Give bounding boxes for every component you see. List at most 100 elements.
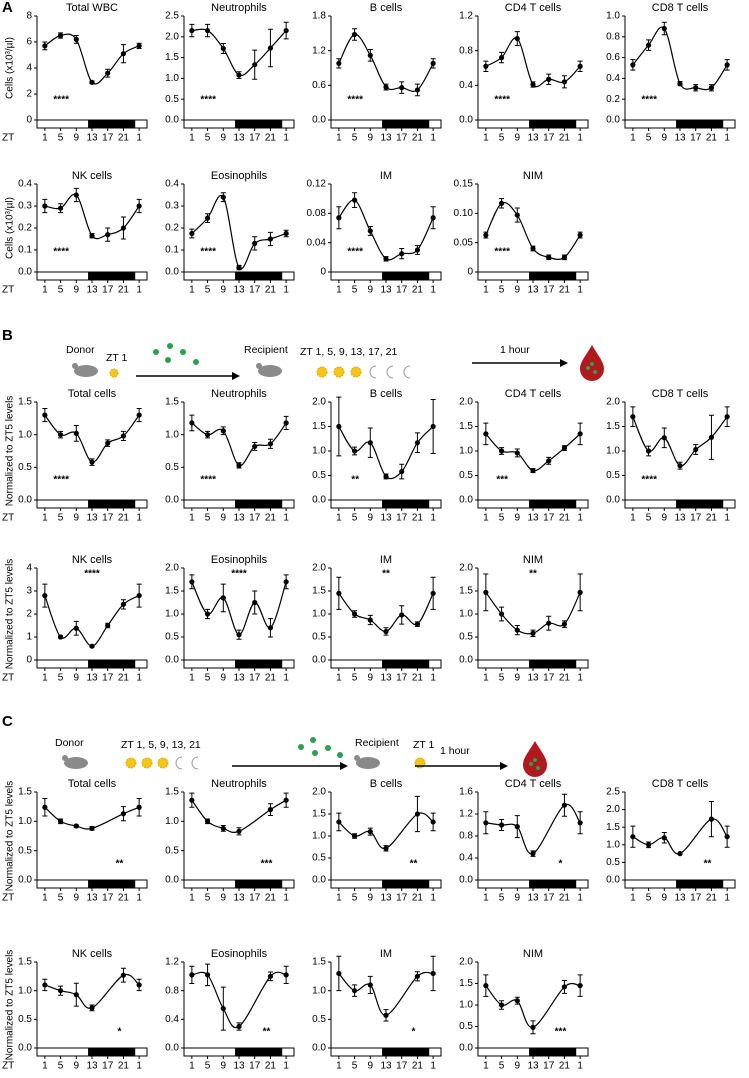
significance: ****: [53, 475, 69, 486]
data-point: [483, 820, 489, 826]
significance: ****: [641, 475, 657, 486]
x-tick-label: 21: [265, 1061, 277, 1072]
data-point: [414, 87, 421, 93]
x-tick-label: 13: [86, 513, 98, 524]
data-point: [189, 420, 195, 426]
y-tick-label: 0.5: [165, 632, 179, 643]
dark-bar: [235, 660, 283, 668]
data-point: [236, 1023, 242, 1030]
data-point: [336, 590, 342, 596]
data-point: [399, 612, 405, 618]
x-tick-label: 5: [646, 893, 652, 904]
data-point: [483, 589, 489, 595]
significance: **: [116, 859, 124, 870]
fit-curve: [44, 806, 140, 830]
x-tick-label: 17: [102, 513, 114, 524]
x-tick-label: 21: [559, 893, 571, 904]
x-tick-label: 9: [368, 285, 374, 296]
dark-bar: [676, 880, 724, 888]
data-point: [89, 79, 95, 85]
x-tick-label: 9: [515, 285, 521, 296]
data-point: [336, 970, 342, 977]
data-point: [430, 819, 436, 825]
x-tick-label: 17: [690, 893, 702, 904]
y-tick-label: 0.3: [165, 201, 179, 212]
data-point: [693, 85, 699, 91]
data-point: [530, 630, 536, 636]
data-point: [105, 232, 111, 238]
y-tick-label: 0.0: [165, 115, 179, 126]
x-axis-label: ZT: [2, 285, 14, 296]
data-point: [724, 414, 730, 420]
x-tick-label: 17: [396, 893, 408, 904]
x-tick-label: 5: [499, 133, 505, 144]
x-tick-label: 21: [412, 673, 424, 684]
y-tick-label: 1.5: [165, 586, 179, 597]
y-tick-label: 0.5: [165, 462, 179, 473]
x-tick-label: 1: [42, 1061, 48, 1072]
data-point: [724, 62, 730, 68]
data-point: [677, 463, 683, 469]
x-tick-label: 1: [136, 673, 142, 684]
x-tick-label: 9: [515, 673, 521, 684]
dark-bar: [88, 272, 136, 280]
y-tick-label: 2.0: [165, 563, 179, 574]
x-tick-label: 9: [662, 893, 668, 904]
x-tick-label: 21: [265, 893, 277, 904]
x-tick-label: 17: [543, 673, 555, 684]
x-tick-label: 17: [396, 1061, 408, 1072]
y-tick-label: 1.5: [312, 957, 326, 968]
data-point: [577, 589, 583, 595]
data-point: [677, 851, 683, 857]
y-tick-label: 1.0: [312, 609, 326, 620]
y-tick-label: 0.0: [312, 495, 326, 506]
y-tick-label: 1.5: [18, 957, 32, 968]
y-tick-label: 2: [26, 609, 32, 620]
x-tick-label: 1: [189, 513, 195, 524]
x-tick-label: 5: [205, 285, 211, 296]
x-tick-label: 1: [283, 893, 289, 904]
data-point: [189, 797, 195, 803]
x-tick-label: 5: [58, 285, 64, 296]
data-point: [283, 972, 289, 978]
data-point: [136, 593, 142, 599]
data-point: [57, 432, 64, 438]
x-tick-label: 17: [543, 285, 555, 296]
data-point: [89, 459, 95, 465]
x-tick-label: 21: [265, 133, 277, 144]
data-point: [351, 611, 358, 617]
x-tick-label: 13: [527, 1061, 539, 1072]
data-point: [73, 192, 79, 198]
chart-title: B cells: [370, 778, 403, 790]
data-point: [120, 601, 127, 607]
x-tick-label: 1: [483, 285, 489, 296]
donor-label: Donor: [55, 737, 84, 749]
x-tick-label: 9: [515, 893, 521, 904]
data-point: [220, 428, 226, 434]
data-point: [267, 625, 274, 631]
y-tick-label: 1.0: [18, 429, 32, 440]
significance: ****: [200, 247, 216, 258]
data-point: [430, 60, 436, 66]
y-tick-label: 0.5: [165, 845, 179, 856]
data-point: [661, 25, 667, 32]
y-tick-label: 0.0: [165, 655, 179, 666]
data-point: [577, 820, 583, 826]
duration-label: 1 hour: [440, 745, 470, 757]
data-point: [383, 628, 389, 635]
data-point: [383, 845, 389, 851]
data-point: [252, 599, 258, 606]
y-tick-label: 0.3: [18, 201, 32, 212]
data-point: [530, 1024, 536, 1030]
x-tick-label: 13: [86, 133, 98, 144]
dark-bar: [529, 500, 577, 508]
data-point: [336, 215, 342, 221]
x-tick-label: 21: [706, 513, 718, 524]
y-tick-label: 1.2: [459, 809, 473, 820]
x-tick-label: 21: [118, 1061, 130, 1072]
x-tick-label: 13: [380, 133, 392, 144]
x-tick-label: 1: [630, 513, 636, 524]
x-tick-label: 13: [674, 893, 686, 904]
x-tick-label: 5: [352, 893, 358, 904]
data-point: [645, 842, 652, 848]
